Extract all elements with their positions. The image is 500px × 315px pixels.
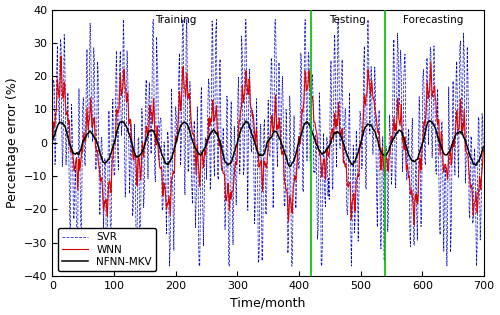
WNN [172,168,177,172]
X-axis label: Time/month: Time/month [230,296,306,309]
NFNN-MKV [186,126,192,130]
SVR [480,150,486,153]
Text: Training: Training [155,14,196,25]
SVR [120,18,126,21]
SVR [187,80,193,83]
NFNN-MKV [171,149,177,153]
WNN [411,223,417,227]
WNN [480,148,486,152]
SVR [74,264,80,268]
SVR [439,120,445,123]
WNN [386,169,392,173]
NFNN-MKV [480,145,486,149]
Line: SVR: SVR [52,20,484,266]
Line: WNN: WNN [52,56,484,225]
NFNN-MKV [155,141,161,145]
SVR [172,122,178,125]
SVR [386,153,392,157]
WNN [333,125,339,129]
SVR [50,135,56,139]
WNN [156,153,162,157]
SVR [156,158,162,162]
NFNN-MKV [50,138,56,142]
WNN [58,54,64,58]
NFNN-MKV [288,164,294,168]
Line: NFNN-MKV: NFNN-MKV [52,121,484,166]
NFNN-MKV [426,119,432,123]
Text: Forecasting: Forecasting [403,14,464,25]
Y-axis label: Percentage error (%): Percentage error (%) [6,77,18,208]
NFNN-MKV [333,132,339,136]
Legend: SVR, WNN, NFNN-MKV: SVR, WNN, NFNN-MKV [58,228,156,271]
Text: Testing: Testing [328,14,366,25]
NFNN-MKV [386,149,392,153]
WNN [186,91,192,95]
SVR [334,166,340,170]
WNN [439,137,445,141]
WNN [50,142,56,146]
NFNN-MKV [439,146,445,150]
